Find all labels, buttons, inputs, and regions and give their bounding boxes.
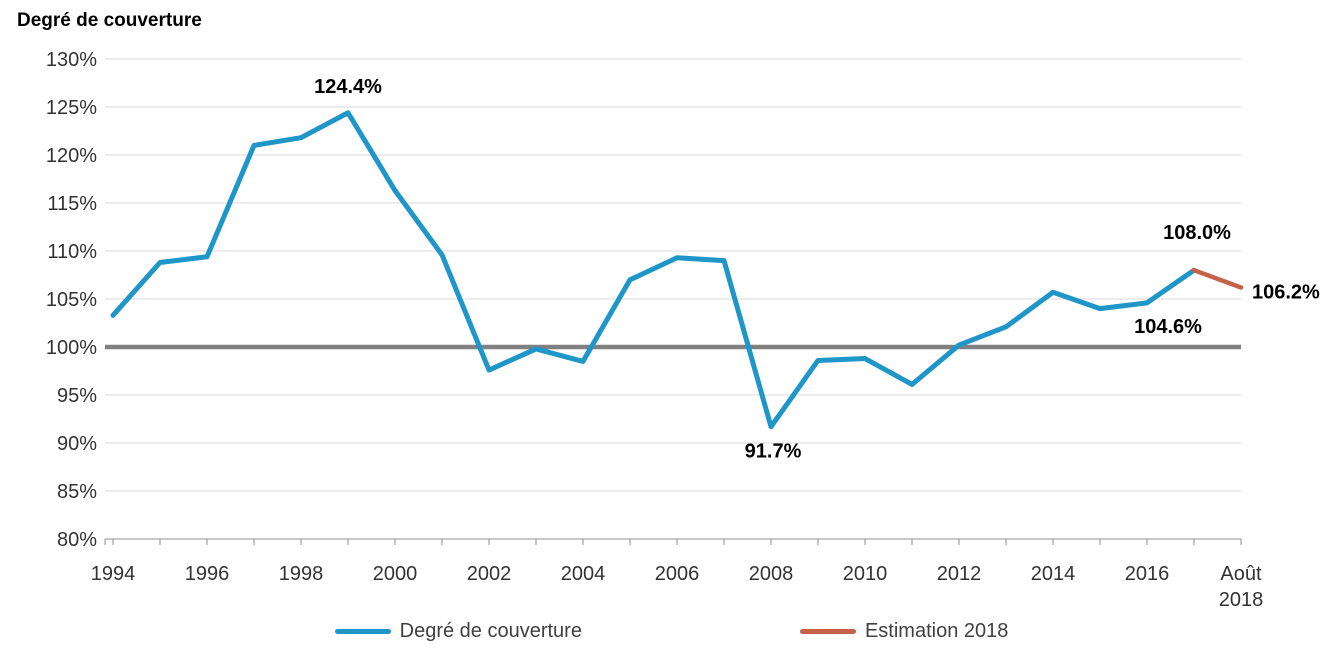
y-tick-label: 105% bbox=[46, 289, 97, 311]
chart-title: Degré de couverture bbox=[17, 10, 202, 31]
y-tick-label: 110% bbox=[47, 241, 97, 263]
chart-legend: Degré de couverture Estimation 2018 bbox=[0, 620, 1343, 643]
data-label: 106.2% bbox=[1252, 281, 1320, 303]
x-tick-label: 2008 bbox=[749, 563, 794, 585]
x-tick-label: 2006 bbox=[655, 563, 700, 585]
legend-item-degre-de-couverture: Degré de couverture bbox=[334, 620, 582, 643]
y-tick-label: 100% bbox=[46, 337, 97, 359]
y-tick-label: 85% bbox=[57, 481, 97, 503]
x-tick-label: 2010 bbox=[843, 563, 888, 585]
series-line-estimation-2018 bbox=[1191, 267, 1244, 290]
x-tick-label: Août bbox=[1220, 563, 1262, 585]
x-tick-label: 2018 bbox=[1219, 589, 1264, 611]
legend-item-estimation-2018: Estimation 2018 bbox=[799, 620, 1009, 643]
y-tick-label: 115% bbox=[47, 193, 97, 215]
blue-line-swatch-icon bbox=[334, 629, 391, 634]
y-tick-label: 130% bbox=[46, 49, 97, 71]
y-tick-label: 80% bbox=[57, 529, 97, 551]
x-tick-label: 2014 bbox=[1031, 563, 1076, 585]
y-tick-label: 125% bbox=[46, 97, 97, 119]
series-line-degr-de-couverture bbox=[110, 110, 1197, 430]
legend-label: Degré de couverture bbox=[399, 620, 582, 642]
orange-line-swatch-icon bbox=[799, 629, 856, 634]
x-tick-label: 2002 bbox=[467, 563, 512, 585]
legend-label: Estimation 2018 bbox=[864, 620, 1009, 642]
data-label: 104.6% bbox=[1134, 316, 1202, 338]
x-tick-label: 1996 bbox=[185, 563, 230, 585]
x-tick-label: 2012 bbox=[937, 563, 982, 585]
x-tick-label: 1994 bbox=[91, 563, 136, 585]
data-label: 91.7% bbox=[745, 441, 802, 463]
data-label: 124.4% bbox=[314, 76, 382, 98]
x-tick-label: 2016 bbox=[1125, 563, 1170, 585]
x-tick-label: 1998 bbox=[279, 563, 324, 585]
data-label: 108.0% bbox=[1163, 222, 1231, 244]
x-tick-label: 2000 bbox=[373, 563, 418, 585]
y-tick-label: 95% bbox=[57, 385, 97, 407]
y-tick-label: 90% bbox=[57, 433, 97, 455]
y-tick-label: 120% bbox=[46, 145, 97, 167]
x-tick-label: 2004 bbox=[561, 563, 606, 585]
